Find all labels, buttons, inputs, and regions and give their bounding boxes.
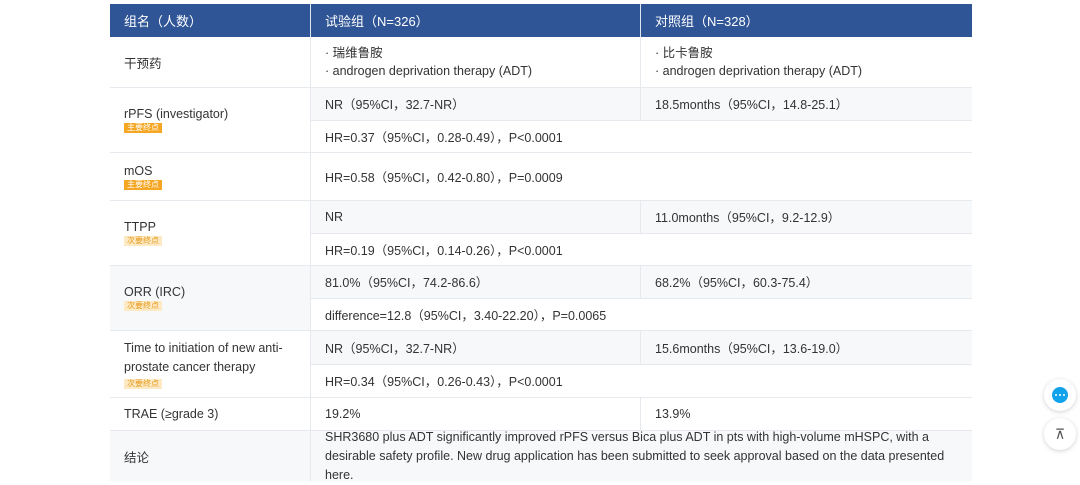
table-row: TTPP 次要终点 NR 11.0months（95%CI，9.2-12.9） …: [110, 201, 972, 266]
header-control: 对照组（N=328）: [655, 14, 759, 29]
trial-drug: · 瑞维鲁胺: [325, 46, 383, 60]
rpfs-control: 18.5months（95%CI，14.8-25.1）: [655, 98, 849, 113]
header-group: 组名（人数）: [110, 4, 311, 37]
header-trial: 试验组（N=326）: [311, 4, 641, 37]
trae-control: 13.9%: [655, 407, 691, 421]
tti-trial: NR（95%CI，32.7-NR）: [311, 331, 641, 364]
table-header: 组名（人数） 试验组（N=326） 对照组（N=328）: [110, 4, 972, 37]
chat-icon: [1052, 387, 1068, 403]
status-badge: 次要终点: [124, 301, 162, 311]
ttpp-trial: NR: [311, 201, 641, 233]
row-label: Time to initiation of new anti-prostate …: [124, 341, 283, 374]
table-row: ORR (IRC) 次要终点 81.0%（95%CI，74.2-86.6） 68…: [110, 266, 972, 331]
back-to-top-button[interactable]: ⊼: [1044, 418, 1076, 450]
table-row: mOS 主要终点 HR=0.58（95%CI，0.42-0.80），P=0.00…: [110, 153, 972, 201]
control-drug: · 比卡鲁胺: [655, 46, 713, 60]
tti-hr: HR=0.34（95%CI，0.26-0.43），P<0.0001: [325, 375, 563, 390]
status-badge: 次要终点: [124, 236, 162, 246]
table-row: TRAE (≥grade 3) 19.2% 13.9%: [110, 398, 972, 431]
table-row: Time to initiation of new anti-prostate …: [110, 331, 972, 398]
trae-trial: 19.2%: [311, 398, 641, 430]
table-row: rPFS (investigator) 主要终点 NR（95%CI，32.7-N…: [110, 88, 972, 153]
mos-hr: HR=0.58（95%CI，0.42-0.80），P=0.0009: [325, 171, 563, 185]
table-row: 结论 SHR3680 plus ADT significantly improv…: [110, 429, 972, 482]
orr-trial: 81.0%（95%CI，74.2-86.6）: [311, 266, 641, 298]
table-row: 干预药 · 瑞维鲁胺 · androgen deprivation therap…: [110, 37, 972, 88]
orr-diff: difference=12.8（95%CI，3.40-22.20），P=0.00…: [325, 308, 607, 323]
control-adt: · androgen deprivation therapy (ADT): [655, 64, 863, 78]
back-to-top-icon: ⊼: [1054, 426, 1066, 442]
row-label: TTPP: [124, 220, 156, 234]
row-label: 干预药: [124, 56, 162, 71]
status-badge: 主要终点: [124, 179, 162, 190]
row-label: TRAE (≥grade 3): [124, 407, 219, 421]
status-badge: 主要终点: [124, 123, 162, 133]
conclusion-text: SHR3680 plus ADT significantly improved …: [325, 429, 945, 482]
ttpp-control: 11.0months（95%CI，9.2-12.9）: [655, 211, 841, 226]
results-table: 组名（人数） 试验组（N=326） 对照组（N=328） 干预药 · 瑞维鲁胺 …: [110, 4, 972, 482]
chat-button[interactable]: [1044, 379, 1076, 411]
row-label: ORR (IRC): [124, 285, 186, 299]
ttpp-hr: HR=0.19（95%CI，0.14-0.26），P<0.0001: [325, 243, 563, 258]
row-label: rPFS (investigator): [124, 107, 229, 121]
orr-control: 68.2%（95%CI，60.3-75.4）: [655, 276, 819, 291]
trial-adt: · androgen deprivation therapy (ADT): [325, 64, 533, 78]
status-badge: 次要终点: [124, 379, 162, 389]
tti-control: 15.6months（95%CI，13.6-19.0）: [655, 341, 849, 356]
row-label: mOS: [124, 163, 153, 178]
rpfs-hr: HR=0.37（95%CI，0.28-0.49），P<0.0001: [325, 130, 563, 145]
rpfs-trial: NR（95%CI，32.7-NR）: [311, 88, 641, 120]
row-label: 结论: [124, 450, 150, 465]
